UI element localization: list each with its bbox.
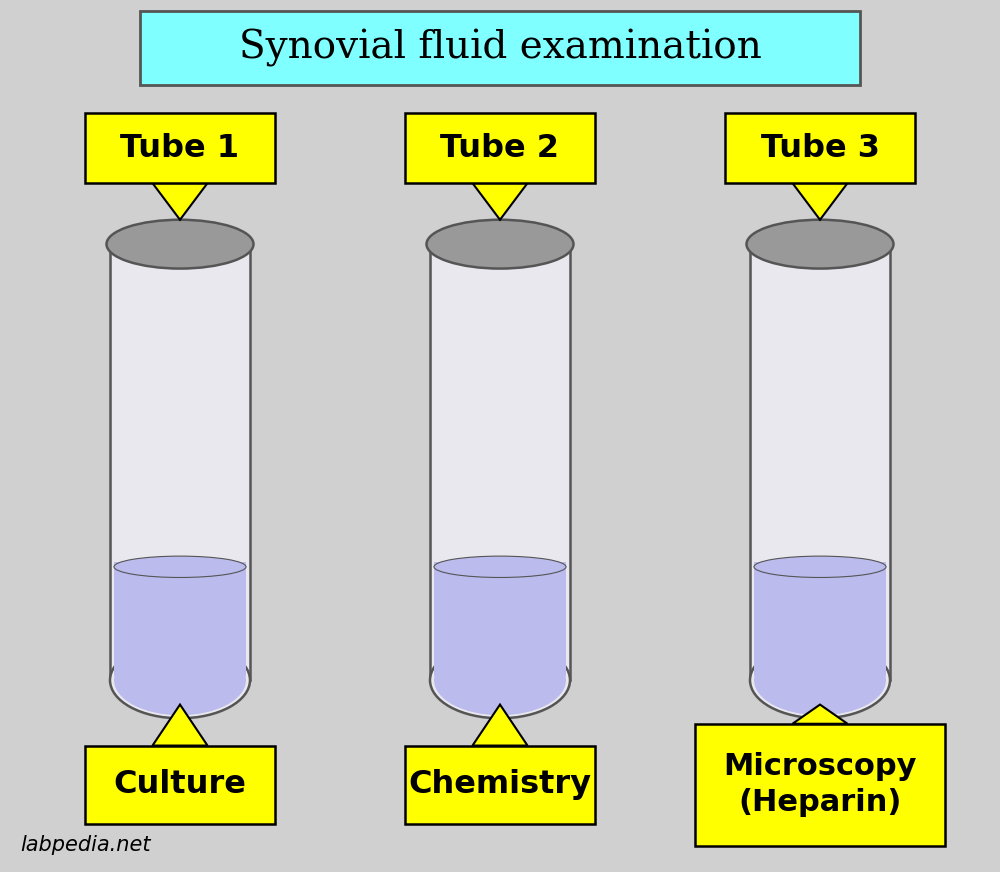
Polygon shape: [473, 705, 528, 746]
Text: Microscopy
(Heparin): Microscopy (Heparin): [723, 753, 917, 817]
Text: Synovial fluid examination: Synovial fluid examination: [239, 29, 761, 67]
Ellipse shape: [114, 645, 246, 715]
Ellipse shape: [754, 556, 886, 577]
Text: Culture: Culture: [114, 769, 246, 800]
Ellipse shape: [426, 220, 574, 269]
Polygon shape: [152, 705, 208, 746]
FancyBboxPatch shape: [85, 113, 275, 183]
Ellipse shape: [430, 642, 570, 719]
Polygon shape: [792, 705, 847, 724]
Text: Chemistry: Chemistry: [409, 769, 592, 800]
Text: labpedia.net: labpedia.net: [20, 835, 150, 855]
FancyBboxPatch shape: [85, 746, 275, 824]
FancyBboxPatch shape: [140, 11, 860, 85]
FancyBboxPatch shape: [114, 562, 246, 676]
Ellipse shape: [746, 220, 894, 269]
FancyBboxPatch shape: [405, 746, 595, 824]
Text: Tube 1: Tube 1: [120, 133, 240, 164]
Polygon shape: [473, 183, 528, 220]
Polygon shape: [152, 183, 208, 220]
FancyBboxPatch shape: [750, 244, 890, 680]
Ellipse shape: [110, 642, 250, 719]
Text: Tube 3: Tube 3: [761, 133, 879, 164]
Ellipse shape: [434, 556, 566, 577]
Ellipse shape: [434, 645, 566, 715]
FancyBboxPatch shape: [405, 113, 595, 183]
FancyBboxPatch shape: [695, 724, 945, 846]
Ellipse shape: [750, 642, 890, 719]
Polygon shape: [792, 183, 847, 220]
FancyBboxPatch shape: [110, 244, 250, 680]
FancyBboxPatch shape: [754, 562, 886, 676]
FancyBboxPatch shape: [434, 562, 566, 676]
FancyBboxPatch shape: [725, 113, 915, 183]
Ellipse shape: [754, 645, 886, 715]
FancyBboxPatch shape: [430, 244, 570, 680]
Text: Tube 2: Tube 2: [440, 133, 560, 164]
Ellipse shape: [114, 556, 246, 577]
Ellipse shape: [106, 220, 254, 269]
